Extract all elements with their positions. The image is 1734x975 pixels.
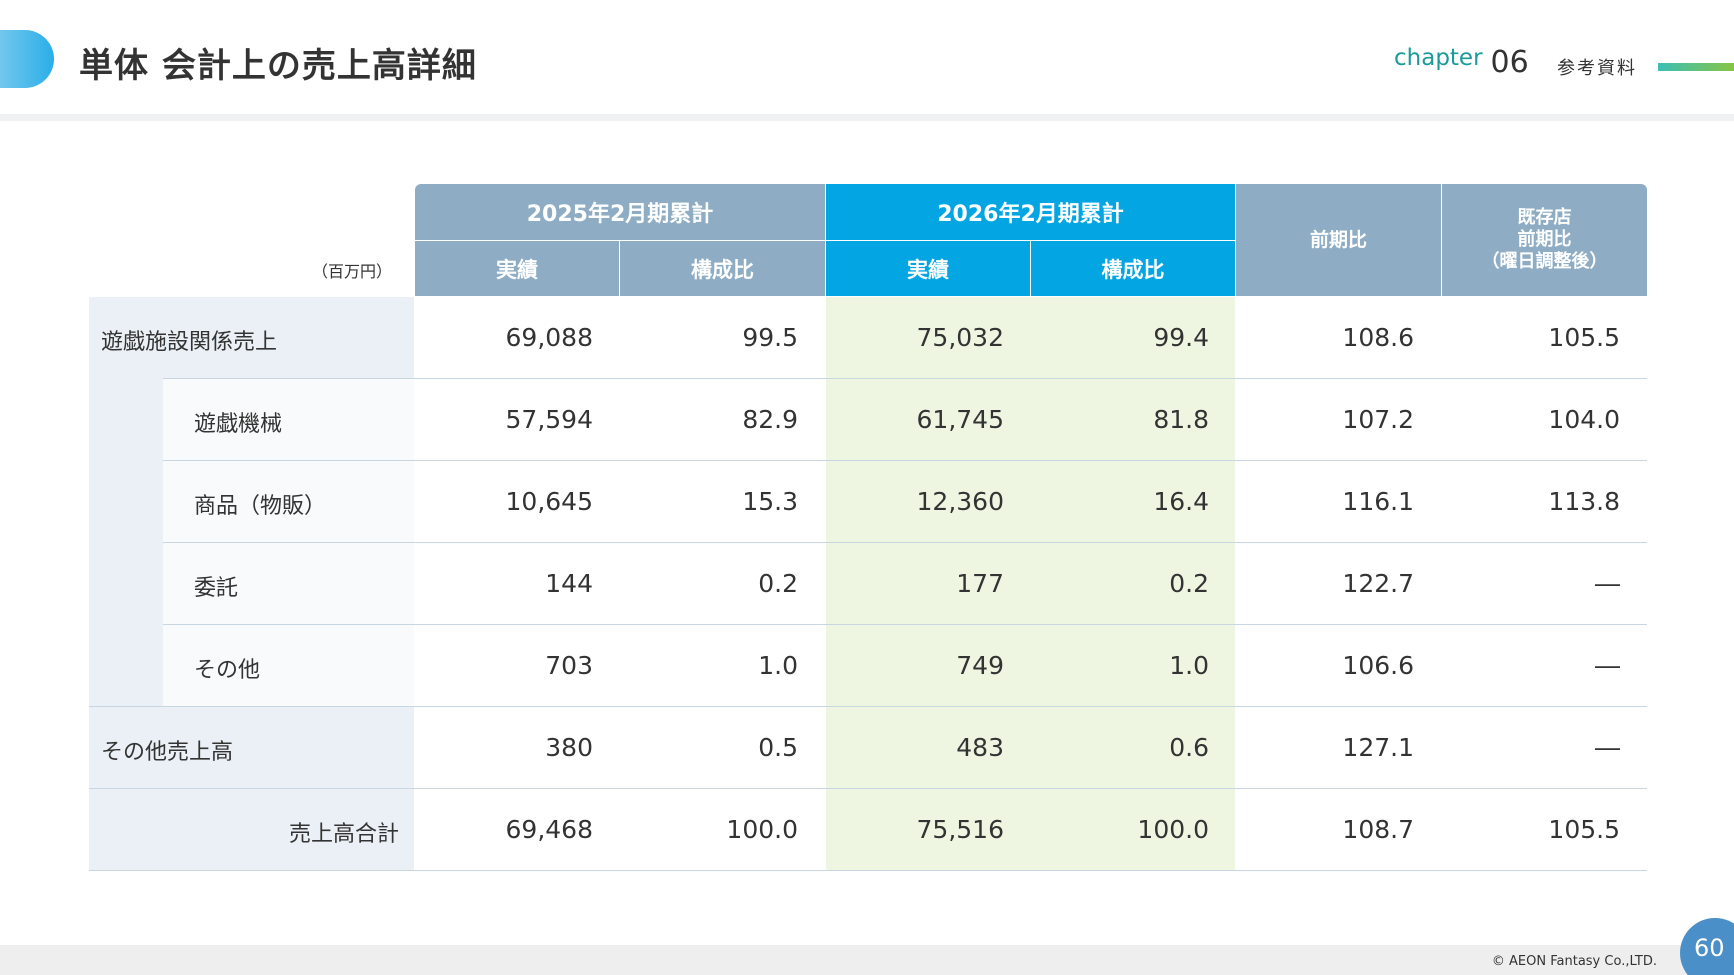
chapter-word: chapter (1394, 45, 1483, 71)
table-cell: 15.3 (742, 487, 798, 516)
header-fy2025-ratio: 構成比 (620, 241, 825, 296)
fy2026-highlight-bg (826, 297, 1235, 871)
table-cell: 12,360 (916, 487, 1004, 516)
chapter-number: 06 (1490, 45, 1529, 80)
row-divider (163, 460, 1647, 461)
table-cell: 1.0 (1169, 651, 1209, 680)
header-fy2025: 2025年2月期累計 (415, 184, 825, 240)
table-cell: 81.8 (1153, 405, 1209, 434)
header-fy2025-actual: 実績 (415, 241, 619, 296)
header-fy2026: 2026年2月期累計 (826, 184, 1235, 240)
title-accent-tab (0, 30, 54, 88)
table-cell: 16.4 (1153, 487, 1209, 516)
table-cell: 703 (545, 651, 593, 680)
row-label-other-sales: その他売上高 (101, 740, 234, 765)
table-cell: 82.9 (742, 405, 798, 434)
table-cell: 104.0 (1548, 405, 1620, 434)
table-cell: 57,594 (505, 405, 593, 434)
row-divider (163, 624, 1647, 625)
table-cell: 0.5 (758, 733, 798, 762)
row-label-other: その他 (194, 658, 261, 683)
table-cell: 144 (545, 569, 593, 598)
table-cell: 127.1 (1342, 733, 1414, 762)
row-divider (89, 870, 1647, 871)
header-separator (0, 114, 1734, 121)
table-cell: 75,516 (916, 815, 1004, 844)
table-cell: 116.1 (1342, 487, 1414, 516)
row-label-amusement-machines: 遊戯機械 (194, 412, 283, 437)
table-cell: 108.6 (1342, 323, 1414, 352)
row-label-consignment: 委託 (194, 576, 239, 601)
table-cell: 106.6 (1342, 651, 1414, 680)
row-label-merchandise: 商品（物販） (194, 494, 327, 519)
table-cell: 107.2 (1342, 405, 1414, 434)
table-cell: 0.2 (758, 569, 798, 598)
table-cell: 75,032 (916, 323, 1004, 352)
table-cell: 122.7 (1342, 569, 1414, 598)
table-cell: ― (1595, 651, 1620, 680)
header-existing-store-yoy: 既存店 前期比 （曜日調整後） (1442, 184, 1647, 296)
table-cell: 69,468 (505, 815, 593, 844)
table-cell: 177 (956, 569, 1004, 598)
table-cell: 61,745 (916, 405, 1004, 434)
header-fy2026-ratio: 構成比 (1031, 241, 1235, 296)
unit-label: （百万円） (311, 262, 392, 281)
section-label: 参考資料 (1557, 58, 1637, 79)
copyright: © AEON Fantasy Co.,LTD. (1491, 954, 1657, 969)
row-label-total-sales: 売上高合計 (288, 822, 399, 847)
table-cell: 69,088 (505, 323, 593, 352)
table-cell: 380 (545, 733, 593, 762)
header-existing-line2: 前期比 (1517, 229, 1572, 250)
header-yoy: 前期比 (1236, 184, 1441, 296)
table-cell: 99.5 (742, 323, 798, 352)
header-existing-line3: （曜日調整後） (1481, 251, 1608, 272)
header-existing-line1: 既存店 (1517, 207, 1572, 228)
table-cell: 105.5 (1548, 815, 1620, 844)
page-title: 単体 会計上の売上高詳細 (79, 46, 477, 86)
row-divider (89, 788, 1647, 789)
sub-label-column-bg (163, 379, 414, 707)
table-cell: ― (1595, 569, 1620, 598)
table-cell: 105.5 (1548, 323, 1620, 352)
table-cell: 113.8 (1548, 487, 1620, 516)
table-cell: 99.4 (1153, 323, 1209, 352)
table-cell: 1.0 (758, 651, 798, 680)
page-number-badge: 60 (1680, 918, 1734, 975)
chapter-indicator: chapter 06 (1394, 45, 1529, 80)
table-cell: 749 (956, 651, 1004, 680)
row-divider (89, 706, 1647, 707)
table-cell: 0.2 (1169, 569, 1209, 598)
row-divider (163, 378, 1647, 379)
footer-bar (0, 945, 1734, 975)
table-cell: 0.6 (1169, 733, 1209, 762)
page-number: 60 (1694, 934, 1725, 962)
table-cell: 100.0 (726, 815, 798, 844)
row-divider (163, 542, 1647, 543)
table-cell: ― (1595, 733, 1620, 762)
table-cell: 108.7 (1342, 815, 1414, 844)
table-cell: 10,645 (505, 487, 593, 516)
table-cell: 100.0 (1137, 815, 1209, 844)
header-fy2026-actual: 実績 (826, 241, 1030, 296)
row-label-amusement-facility-sales: 遊戯施設関係売上 (101, 330, 278, 355)
header-accent-line (1658, 63, 1734, 71)
table-cell: 483 (956, 733, 1004, 762)
